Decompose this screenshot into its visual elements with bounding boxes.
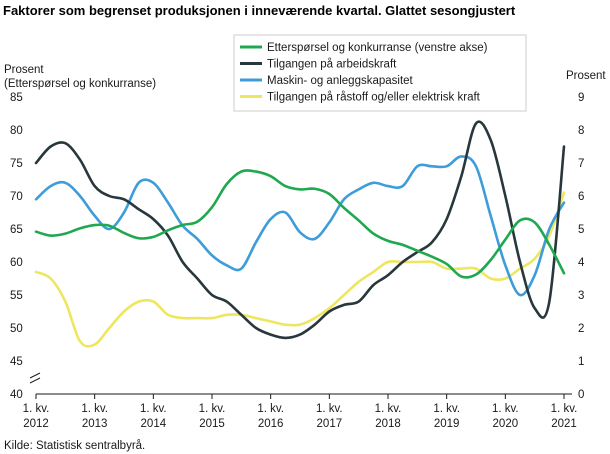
x-tick-label-quarter: 1. kv. bbox=[257, 403, 284, 415]
left-y-tick-label: 70 bbox=[10, 191, 23, 203]
left-axis-label-line-2: (Etterspørsel og konkurranse) bbox=[4, 78, 156, 90]
right-y-tick-label: 5 bbox=[578, 224, 584, 236]
legend-label: Maskin- og anleggskapasitet bbox=[267, 75, 414, 87]
x-tick-label-quarter: 1. kv. bbox=[492, 403, 519, 415]
series-lines bbox=[34, 120, 566, 348]
x-tick-label-quarter: 1. kv. bbox=[81, 403, 108, 415]
x-tick-label-quarter: 1. kv. bbox=[551, 403, 578, 415]
x-tick-label-quarter: 1. kv. bbox=[23, 403, 50, 415]
left-y-tick-label: 75 bbox=[10, 158, 23, 170]
legend-label: Etterspørsel og konkurranse (venstre aks… bbox=[267, 42, 488, 54]
legend-box bbox=[233, 34, 527, 112]
right-y-tick-label: 1 bbox=[578, 356, 584, 368]
source-note: Kilde: Statistisk sentralbyrå. bbox=[4, 440, 145, 452]
x-tick-label-quarter: 1. kv. bbox=[316, 403, 343, 415]
left-y-tick-label: 60 bbox=[10, 257, 23, 269]
left-y-tick-label: 80 bbox=[10, 125, 23, 137]
right-y-tick-label: 4 bbox=[578, 257, 585, 269]
legend: Etterspørsel og konkurranse (venstre aks… bbox=[233, 34, 527, 112]
x-tick-label-quarter: 1. kv. bbox=[433, 403, 460, 415]
series-line-raastoff-kraft bbox=[34, 191, 566, 348]
left-axis-label-line-1: Prosent bbox=[4, 64, 44, 76]
legend-item-raastoff-kraft: Tilgangen på råstoff og/eller elektrisk … bbox=[240, 92, 481, 104]
legend-item-arbeidskraft: Tilgangen på arbeidskraft bbox=[240, 59, 397, 71]
right-y-tick-labels: 0 1 2 3 4 5 6 7 8 9 bbox=[578, 92, 585, 401]
x-tick-label-year: 2014 bbox=[141, 418, 167, 430]
series-line-arbeidskraft bbox=[34, 120, 566, 340]
x-tick-label-year: 2021 bbox=[551, 418, 577, 430]
axis-break-icon bbox=[29, 372, 41, 384]
left-y-tick-label: 40 bbox=[10, 389, 23, 401]
left-y-tick-label: 65 bbox=[10, 224, 23, 236]
right-y-tick-label: 8 bbox=[578, 125, 584, 137]
right-y-tick-label: 0 bbox=[578, 389, 584, 401]
x-tick-label-year: 2012 bbox=[23, 418, 49, 430]
right-y-tick-label: 2 bbox=[578, 323, 584, 335]
left-y-tick-label: 55 bbox=[10, 290, 23, 302]
x-tick-label-year: 2020 bbox=[493, 418, 519, 430]
x-tick-label-quarter: 1. kv. bbox=[199, 403, 226, 415]
right-y-tick-label: 6 bbox=[578, 191, 584, 203]
legend-label: Tilgangen på arbeidskraft bbox=[267, 59, 397, 71]
right-y-tick-label: 9 bbox=[578, 92, 584, 104]
right-axis-label: Prosent bbox=[566, 70, 606, 82]
x-tick-label-year: 2018 bbox=[375, 418, 401, 430]
legend-item-maskin-anlegg: Maskin- og anleggskapasitet bbox=[240, 75, 414, 87]
x-tick-label-year: 2019 bbox=[434, 418, 460, 430]
right-y-tick-label: 3 bbox=[578, 290, 584, 302]
right-y-tick-label: 7 bbox=[578, 158, 584, 170]
left-y-tick-labels: 40 45 50 55 60 65 70 75 80 85 bbox=[10, 92, 23, 401]
x-tick-label-year: 2017 bbox=[317, 418, 343, 430]
series-line-maskin-anlegg bbox=[34, 155, 566, 297]
x-tick-label-year: 2015 bbox=[199, 418, 225, 430]
legend-label: Tilgangen på råstoff og/eller elektrisk … bbox=[267, 92, 481, 104]
x-tick-label-year: 2013 bbox=[82, 418, 108, 430]
left-y-tick-label: 45 bbox=[10, 356, 23, 368]
left-y-tick-label: 50 bbox=[10, 323, 23, 335]
chart-title: Faktorer som begrenset produksjonen i in… bbox=[3, 3, 516, 18]
legend-item-etterspoersel: Etterspørsel og konkurranse (venstre aks… bbox=[240, 42, 488, 54]
x-tick-label-quarter: 1. kv. bbox=[140, 403, 167, 415]
left-y-tick-label: 85 bbox=[10, 92, 23, 104]
x-axis-ticks: 1. kv. 2012 1. kv. 2013 1. kv. 2014 1. kv. 2015… bbox=[23, 394, 578, 430]
x-tick-label-quarter: 1. kv. bbox=[375, 403, 402, 415]
x-tick-label-year: 2016 bbox=[258, 418, 284, 430]
series-line-etterspoersel bbox=[34, 169, 566, 279]
